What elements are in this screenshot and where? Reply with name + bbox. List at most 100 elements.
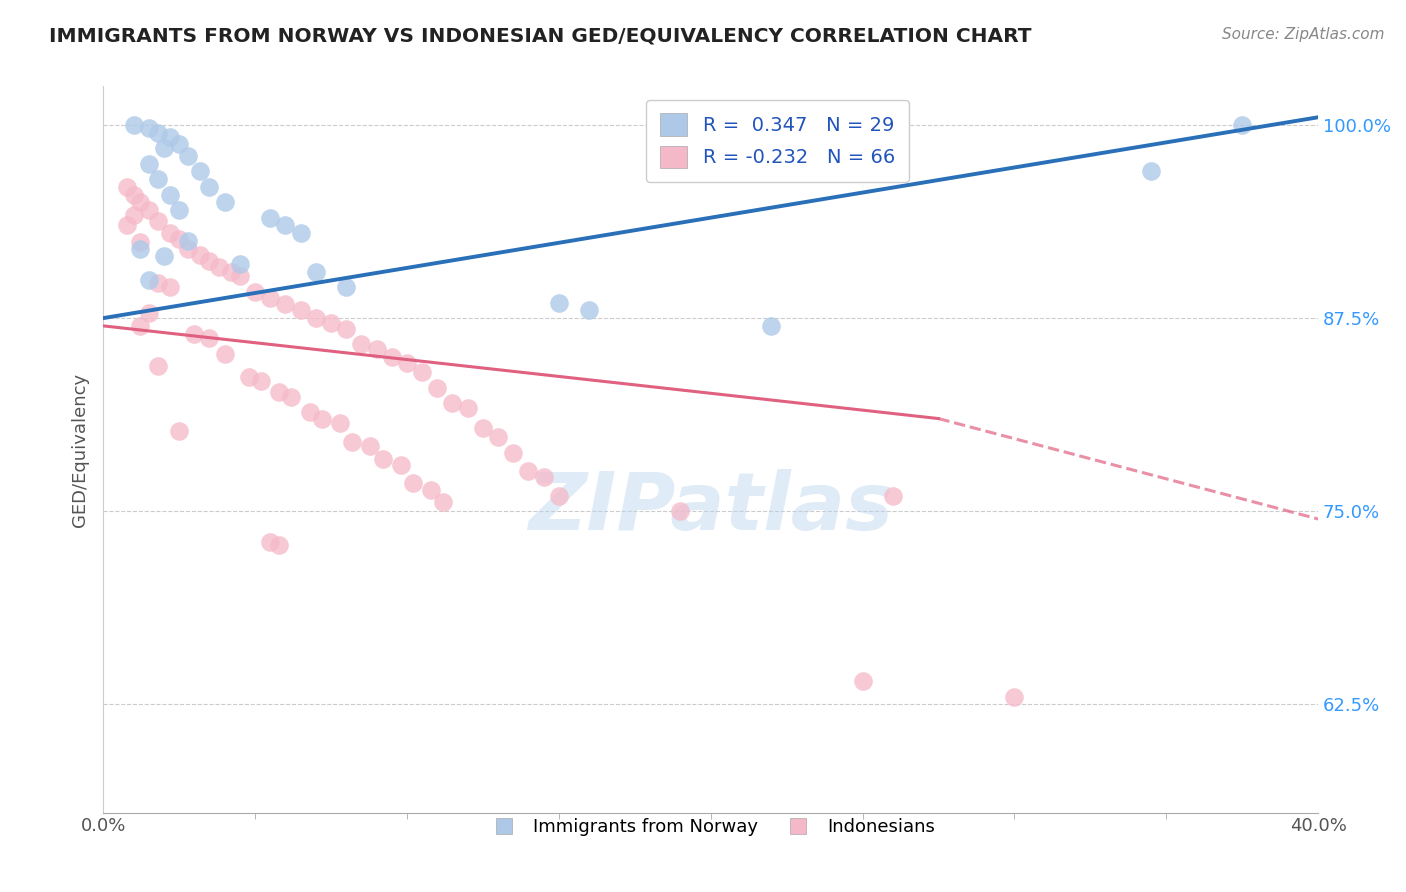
Point	[138, 121, 160, 136]
Point	[274, 219, 297, 233]
Point	[214, 195, 236, 210]
Point	[426, 381, 449, 395]
Point	[547, 489, 569, 503]
Point	[138, 156, 160, 170]
Point	[335, 280, 357, 294]
Point	[290, 226, 312, 240]
Point	[342, 434, 364, 449]
Point	[167, 232, 190, 246]
Point	[122, 208, 145, 222]
Point	[167, 202, 190, 217]
Point	[153, 141, 176, 155]
Point	[128, 318, 150, 333]
Point	[669, 504, 692, 518]
Point	[329, 416, 352, 430]
Point	[311, 411, 333, 425]
Point	[471, 421, 494, 435]
Point	[128, 235, 150, 250]
Point	[117, 219, 139, 233]
Text: Source: ZipAtlas.com: Source: ZipAtlas.com	[1222, 27, 1385, 42]
Point	[138, 202, 160, 217]
Point	[366, 342, 388, 356]
Point	[207, 260, 229, 274]
Point	[259, 535, 281, 549]
Point	[882, 489, 904, 503]
Point	[159, 280, 181, 294]
Point	[395, 356, 418, 370]
Point	[159, 187, 181, 202]
Point	[128, 242, 150, 256]
Point	[259, 211, 281, 225]
Point	[851, 674, 873, 689]
Point	[280, 390, 302, 404]
Point	[219, 265, 242, 279]
Point	[298, 405, 321, 419]
Point	[177, 242, 200, 256]
Point	[146, 126, 169, 140]
Point	[250, 375, 273, 389]
Text: IMMIGRANTS FROM NORWAY VS INDONESIAN GED/EQUIVALENCY CORRELATION CHART: IMMIGRANTS FROM NORWAY VS INDONESIAN GED…	[49, 27, 1032, 45]
Point	[1002, 690, 1025, 704]
Point	[371, 451, 394, 466]
Point	[350, 337, 373, 351]
Point	[269, 538, 291, 552]
Point	[381, 350, 404, 364]
Point	[188, 248, 211, 262]
Point	[198, 179, 221, 194]
Point	[402, 476, 425, 491]
Point	[122, 187, 145, 202]
Point	[146, 214, 169, 228]
Point	[441, 396, 464, 410]
Point	[432, 495, 454, 509]
Point	[117, 179, 139, 194]
Point	[146, 359, 169, 373]
Point	[138, 306, 160, 320]
Point	[198, 331, 221, 345]
Point	[146, 276, 169, 290]
Point	[177, 149, 200, 163]
Point	[359, 439, 381, 453]
Point	[238, 369, 260, 384]
Point	[183, 326, 205, 341]
Point	[305, 311, 328, 326]
Point	[229, 257, 252, 271]
Point	[290, 303, 312, 318]
Point	[533, 470, 555, 484]
Point	[517, 464, 540, 478]
Point	[167, 424, 190, 438]
Point	[159, 130, 181, 145]
Point	[269, 385, 291, 400]
Text: ZIPatlas: ZIPatlas	[529, 468, 893, 547]
Point	[578, 303, 600, 318]
Point	[1140, 164, 1163, 178]
Point	[305, 265, 328, 279]
Point	[188, 164, 211, 178]
Point	[198, 254, 221, 268]
Point	[243, 285, 266, 299]
Point	[502, 445, 524, 459]
Point	[274, 297, 297, 311]
Point	[319, 316, 342, 330]
Point	[138, 272, 160, 286]
Point	[1230, 118, 1253, 132]
Point	[259, 291, 281, 305]
Point	[153, 249, 176, 263]
Point	[411, 365, 433, 379]
Y-axis label: GED/Equivalency: GED/Equivalency	[72, 372, 89, 526]
Point	[335, 322, 357, 336]
Point	[547, 295, 569, 310]
Point	[177, 234, 200, 248]
Point	[122, 118, 145, 132]
Point	[159, 226, 181, 240]
Point	[486, 430, 509, 444]
Point	[761, 318, 783, 333]
Point	[457, 401, 479, 415]
Point	[167, 136, 190, 151]
Point	[128, 195, 150, 210]
Point	[146, 172, 169, 186]
Point	[420, 483, 443, 497]
Point	[389, 458, 412, 472]
Legend: Immigrants from Norway, Indonesians: Immigrants from Norway, Indonesians	[479, 811, 942, 844]
Point	[214, 346, 236, 360]
Point	[229, 269, 252, 284]
